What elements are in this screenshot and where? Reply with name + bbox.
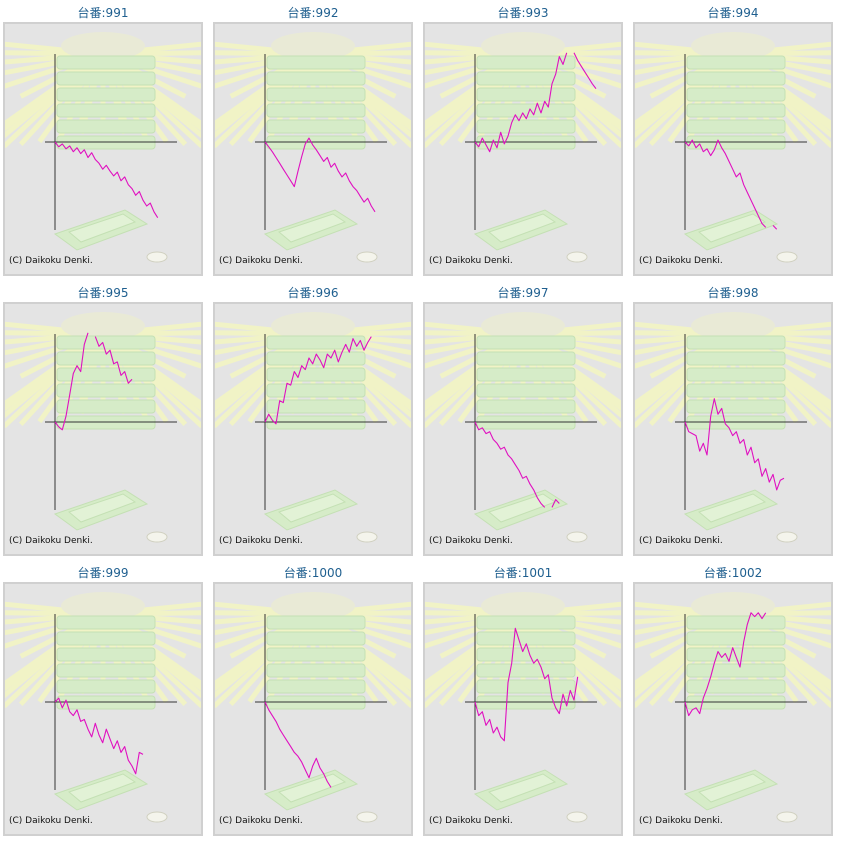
copyright-text: (C) Daikoku Denki.	[639, 256, 723, 266]
slump-graph	[425, 312, 621, 543]
graph-frame: (C) Daikoku Denki.	[633, 302, 833, 556]
graph-frame: (C) Daikoku Denki.	[423, 582, 623, 836]
slump-graph	[5, 592, 201, 823]
background-machine-art	[5, 592, 201, 823]
slump-graph	[5, 312, 201, 543]
graph-frame: (C) Daikoku Denki.	[633, 22, 833, 276]
machine-panel: 台番:1001 (C) Daikoku Denki.	[423, 562, 623, 836]
series-line	[684, 612, 767, 717]
background-machine-art	[425, 312, 621, 543]
slump-graph	[215, 312, 411, 543]
slump-graph	[425, 32, 621, 263]
copyright-text: (C) Daikoku Denki.	[219, 816, 303, 826]
slump-graph	[215, 32, 411, 263]
copyright-text: (C) Daikoku Denki.	[9, 536, 93, 546]
machine-number-title: 台番:994	[707, 6, 759, 20]
series-line	[94, 336, 133, 384]
copyright-text: (C) Daikoku Denki.	[9, 256, 93, 266]
series-line	[264, 336, 372, 425]
background-machine-art	[5, 312, 201, 543]
copyright-text: (C) Daikoku Denki.	[639, 816, 723, 826]
background-machine-art	[635, 32, 831, 263]
machine-number-title: 台番:1002	[703, 566, 763, 580]
machine-number-title: 台番:993	[497, 6, 549, 20]
series-line	[684, 139, 767, 228]
copyright-text: (C) Daikoku Denki.	[219, 536, 303, 546]
graph-frame: (C) Daikoku Denki.	[633, 582, 833, 836]
machine-panel: 台番:991 (C) Daikoku Denki.	[3, 2, 203, 276]
background-machine-art	[215, 592, 411, 823]
machine-number-title: 台番:998	[707, 286, 759, 300]
series-line	[684, 398, 785, 491]
machine-panel: 台番:994 (C) Daikoku Denki.	[633, 2, 833, 276]
series-line	[54, 332, 89, 431]
slump-graph	[425, 592, 621, 823]
series-line	[54, 697, 144, 775]
machine-number-title: 台番:997	[497, 286, 549, 300]
graph-frame: (C) Daikoku Denki.	[213, 302, 413, 556]
graph-frame: (C) Daikoku Denki.	[213, 22, 413, 276]
series-line	[772, 225, 778, 230]
machine-panel: 台番:995 (C) Daikoku Denki.	[3, 282, 203, 556]
machine-number-title: 台番:996	[287, 286, 339, 300]
machine-number-title: 台番:992	[287, 6, 339, 20]
slump-graph	[635, 312, 831, 543]
machine-number-title: 台番:995	[77, 286, 129, 300]
series-line	[474, 421, 546, 508]
slump-graph	[5, 32, 201, 263]
machine-panel: 台番:1002 (C) Daikoku Denki.	[633, 562, 833, 836]
copyright-text: (C) Daikoku Denki.	[429, 256, 513, 266]
machine-number-title: 台番:1001	[493, 566, 553, 580]
series-line	[474, 627, 579, 742]
copyright-text: (C) Daikoku Denki.	[429, 816, 513, 826]
series-line	[573, 52, 597, 90]
machine-number-title: 台番:991	[77, 6, 129, 20]
background-machine-art	[215, 312, 411, 543]
machine-panel: 台番:1000 (C) Daikoku Denki.	[213, 562, 413, 836]
background-machine-art	[635, 592, 831, 823]
background-machine-art	[635, 312, 831, 543]
copyright-text: (C) Daikoku Denki.	[429, 536, 513, 546]
machine-number-title: 台番:999	[77, 566, 129, 580]
machine-panel: 台番:993 (C) Daikoku Denki.	[423, 2, 623, 276]
machine-panel: 台番:998 (C) Daikoku Denki.	[633, 282, 833, 556]
machine-panel: 台番:997 (C) Daikoku Denki.	[423, 282, 623, 556]
series-line	[551, 499, 560, 508]
slump-graph	[635, 32, 831, 263]
graph-frame: (C) Daikoku Denki.	[213, 582, 413, 836]
copyright-text: (C) Daikoku Denki.	[639, 536, 723, 546]
series-line	[474, 52, 568, 153]
series-line	[264, 701, 332, 788]
background-machine-art	[215, 32, 411, 263]
slump-graph	[215, 592, 411, 823]
graph-frame: (C) Daikoku Denki.	[423, 22, 623, 276]
background-machine-art	[425, 592, 621, 823]
series-line	[54, 141, 159, 218]
series-line	[264, 137, 376, 213]
slump-graph	[635, 592, 831, 823]
graph-frame: (C) Daikoku Denki.	[3, 302, 203, 556]
machine-number-title: 台番:1000	[283, 566, 343, 580]
background-machine-art	[5, 32, 201, 263]
machine-panel: 台番:992 (C) Daikoku Denki.	[213, 2, 413, 276]
copyright-text: (C) Daikoku Denki.	[219, 256, 303, 266]
machine-panel: 台番:999 (C) Daikoku Denki.	[3, 562, 203, 836]
background-machine-art	[425, 32, 621, 263]
graph-frame: (C) Daikoku Denki.	[3, 582, 203, 836]
graph-frame: (C) Daikoku Denki.	[3, 22, 203, 276]
machine-panel: 台番:996 (C) Daikoku Denki.	[213, 282, 413, 556]
copyright-text: (C) Daikoku Denki.	[9, 816, 93, 826]
graph-frame: (C) Daikoku Denki.	[423, 302, 623, 556]
